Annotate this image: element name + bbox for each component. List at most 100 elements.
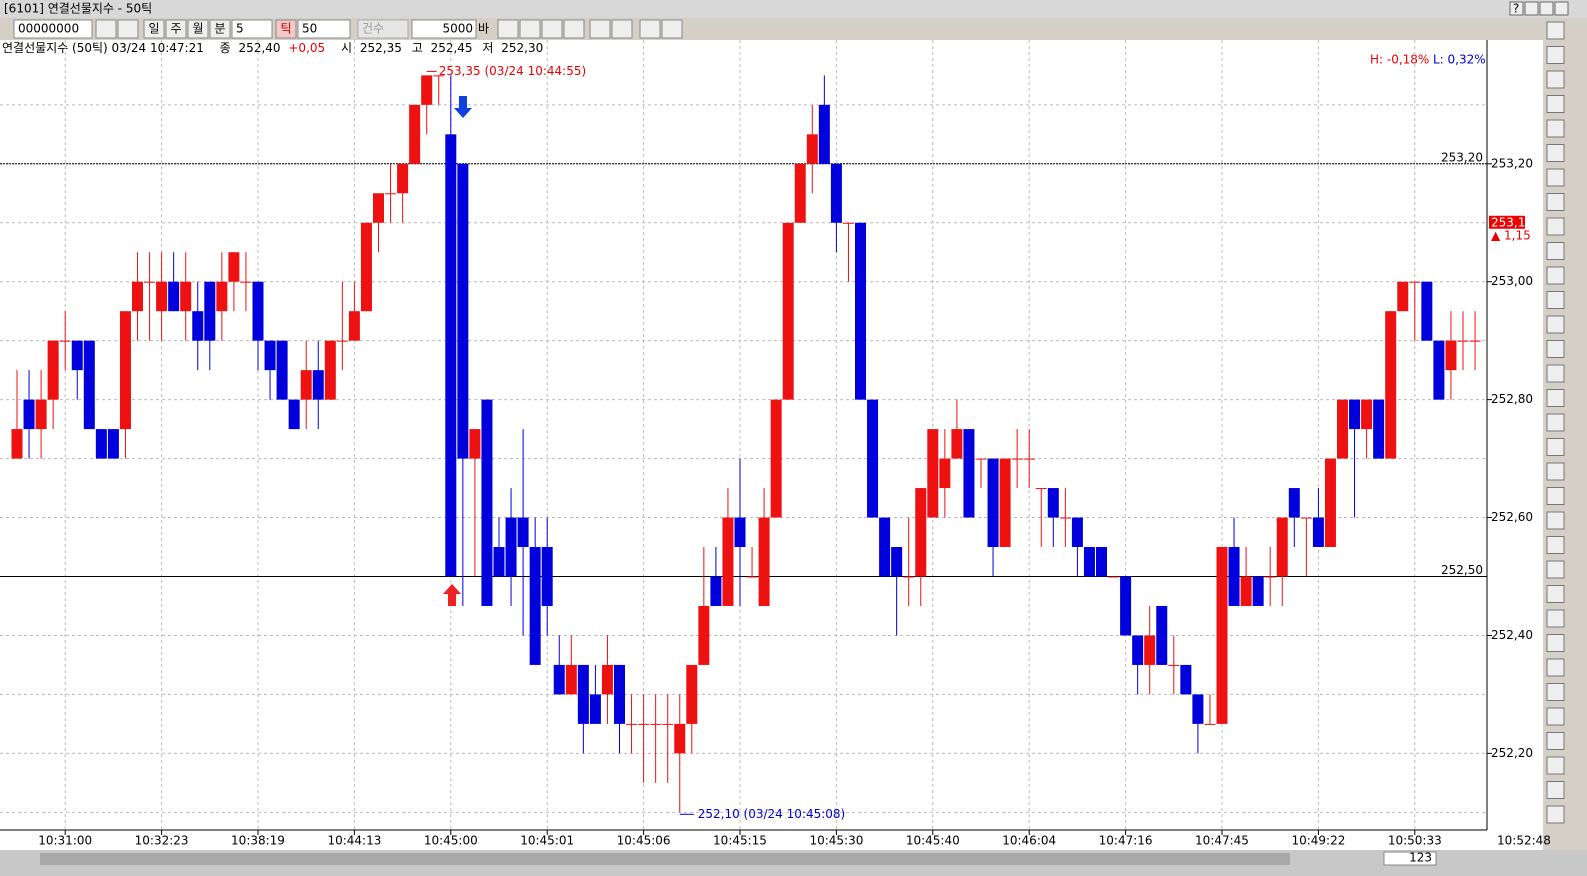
side-tool[interactable] [1546, 340, 1565, 358]
side-tool[interactable] [1546, 119, 1565, 138]
side-tool[interactable] [1546, 70, 1565, 89]
y-tick-label: 252,80 [1491, 392, 1533, 406]
tool-button[interactable] [497, 19, 519, 39]
code-combo[interactable] [13, 19, 93, 39]
side-tool[interactable] [1546, 511, 1565, 530]
period-button[interactable] [187, 19, 209, 39]
period-button[interactable] [209, 19, 231, 39]
info-line: 연결선물지수 (50틱) 03/24 10:47:21 종 252,40 +0,… [2, 41, 543, 55]
candle-body [963, 429, 975, 518]
side-tool[interactable] [1546, 707, 1565, 726]
candle-body [577, 664, 589, 724]
side-tool[interactable] [1546, 462, 1565, 481]
side-tool[interactable] [1546, 683, 1565, 701]
ticks-text: 50 [302, 22, 317, 36]
side-tool[interactable] [1546, 144, 1565, 162]
search-button[interactable] [117, 19, 139, 39]
side-tool[interactable] [1546, 315, 1565, 334]
bars-text: 5000 [442, 22, 473, 36]
x-tick-label: 10:38:19 [231, 834, 285, 848]
side-tool[interactable] [1546, 536, 1565, 554]
count-box[interactable] [1383, 851, 1437, 866]
close-button[interactable] [1554, 1, 1569, 16]
candle-body [445, 134, 457, 577]
candle-body [698, 605, 710, 665]
bars-input[interactable] [411, 19, 477, 39]
candle-body [1204, 723, 1216, 725]
candle-body [1445, 340, 1457, 371]
candle-body [156, 281, 168, 312]
ticks-combo[interactable] [297, 19, 351, 39]
side-tool[interactable] [1546, 658, 1565, 677]
y-tick-label: 252,40 [1491, 628, 1533, 642]
candle-body [59, 340, 71, 342]
period-button[interactable] [165, 19, 187, 39]
side-tool[interactable] [1546, 732, 1565, 750]
tool-button[interactable] [589, 19, 611, 39]
tool-button[interactable] [611, 19, 633, 39]
candle-body [216, 281, 228, 312]
side-tool[interactable] [1546, 805, 1565, 824]
candle-body [626, 723, 638, 725]
candle-body [348, 311, 360, 341]
candle-body [891, 547, 903, 577]
side-tool[interactable] [1546, 217, 1565, 236]
candle-body [1361, 399, 1373, 430]
info-label: 고 [412, 41, 423, 55]
side-tool[interactable] [1546, 389, 1565, 407]
maximize-button[interactable] [1539, 1, 1554, 16]
side-tool[interactable] [1546, 364, 1565, 383]
period-label: 분 [214, 22, 225, 36]
side-tool[interactable] [1546, 585, 1565, 603]
side-tool[interactable] [1546, 560, 1565, 579]
side-tool[interactable] [1546, 242, 1565, 260]
side-tool[interactable] [1546, 756, 1565, 775]
candle-body [842, 222, 854, 224]
side-tool[interactable] [1546, 168, 1565, 187]
info-label: 종 [220, 41, 231, 55]
current-price: 253,10 [1491, 215, 1533, 229]
side-tool[interactable] [1546, 291, 1565, 309]
candle-body [1168, 664, 1180, 666]
candle-body [951, 429, 963, 459]
side-tool[interactable] [1546, 634, 1565, 652]
help-button[interactable] [1509, 1, 1524, 16]
candle-body [1409, 281, 1421, 283]
current-price-box [1489, 215, 1525, 229]
side-tool[interactable] [1546, 781, 1565, 799]
candle-body [1156, 605, 1168, 665]
side-tool[interactable] [1546, 609, 1565, 628]
scroll-track[interactable] [40, 853, 1290, 865]
candle-body [288, 399, 300, 430]
side-tool[interactable] [1546, 95, 1565, 113]
count-combo[interactable] [357, 19, 409, 39]
tool-button[interactable] [541, 19, 563, 39]
candle-body [746, 576, 758, 578]
side-tool[interactable] [1546, 266, 1565, 285]
tool-button[interactable] [563, 19, 585, 39]
candle-body [1011, 458, 1023, 460]
x-tick-label: 10:47:45 [1195, 834, 1249, 848]
side-tool[interactable] [1546, 21, 1565, 40]
minimize-button[interactable] [1524, 1, 1539, 16]
candle-body [144, 281, 156, 283]
side-tool[interactable] [1546, 438, 1565, 456]
candle-body [276, 340, 288, 400]
minutes-combo[interactable] [231, 19, 273, 39]
y-tick-label: 253,20 [1491, 156, 1533, 170]
period-button[interactable] [143, 19, 165, 39]
candle-body [1144, 635, 1156, 665]
candle-body [638, 723, 650, 725]
tool-button[interactable] [519, 19, 541, 39]
period-label: 일 [148, 22, 159, 36]
tool-button[interactable] [661, 19, 683, 39]
side-tool[interactable] [1546, 193, 1565, 211]
side-tool[interactable] [1546, 46, 1565, 64]
side-tool[interactable] [1546, 413, 1565, 432]
side-tool[interactable] [1546, 487, 1565, 505]
candle-body [300, 370, 312, 400]
tool-button[interactable] [639, 19, 661, 39]
search-button[interactable] [95, 19, 117, 39]
tick-button[interactable] [275, 19, 297, 39]
candle-body [1324, 458, 1336, 548]
